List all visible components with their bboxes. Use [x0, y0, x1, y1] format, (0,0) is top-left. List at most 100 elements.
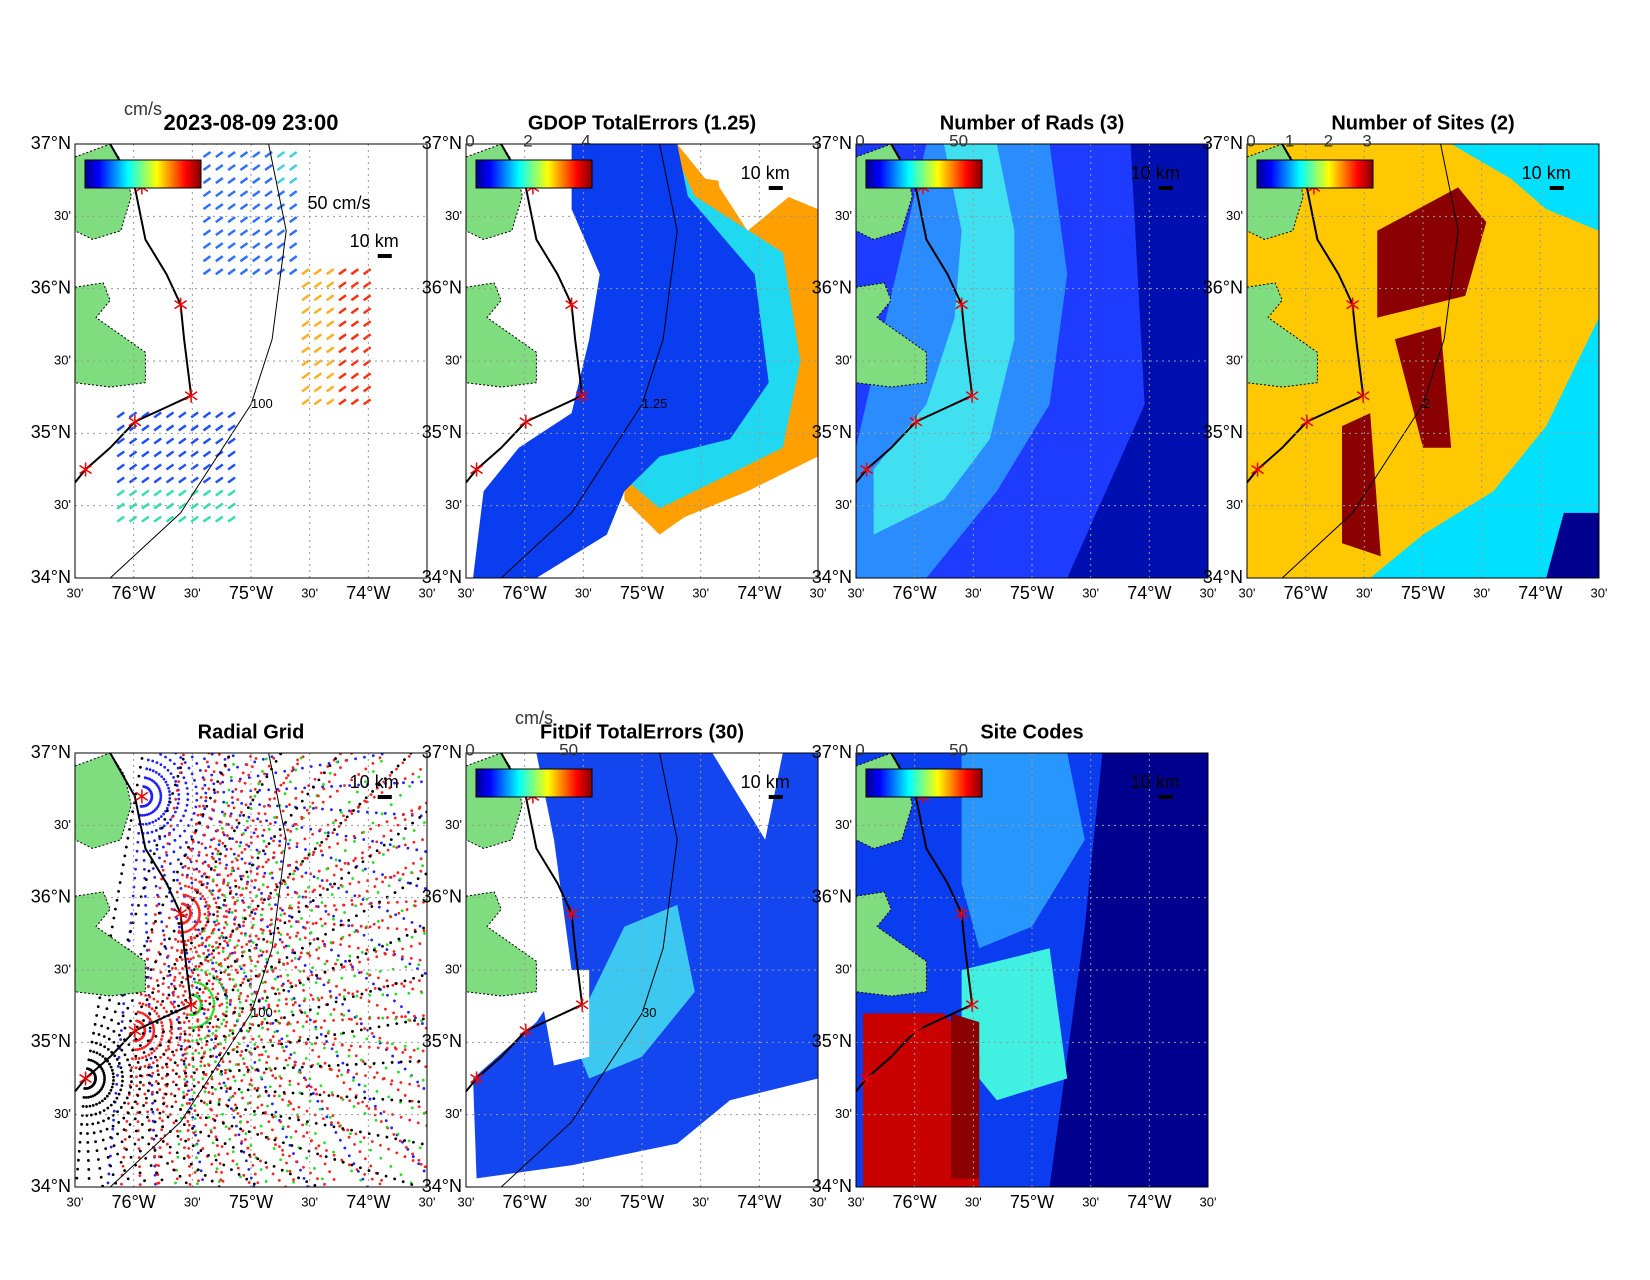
grid-dot [286, 773, 290, 777]
grid-dot [204, 958, 207, 962]
grid-dot [264, 757, 268, 761]
grid-dot [250, 992, 254, 996]
grid-dot [316, 996, 320, 1000]
grid-dot [343, 861, 347, 865]
grid-dot [136, 1120, 140, 1124]
grid-dot [253, 1043, 257, 1046]
grid-dot [187, 966, 191, 970]
grid-dot [263, 1085, 267, 1089]
grid-dot [304, 1056, 308, 1060]
grid-dot [301, 755, 305, 759]
grid-dot [378, 1182, 382, 1186]
grid-dot [113, 1054, 117, 1058]
grid-dot [421, 838, 424, 842]
current-arrow [116, 489, 125, 497]
grid-dot [408, 962, 412, 966]
grid-dot [263, 980, 267, 984]
grid-dot [328, 882, 332, 886]
grid-dot [194, 785, 198, 789]
grid-dot [148, 1081, 151, 1085]
grid-dot [231, 837, 234, 841]
grid-dot [201, 1023, 205, 1027]
grid-dot [230, 1124, 234, 1128]
grid-dot [140, 1123, 144, 1126]
grid-dot [350, 1169, 354, 1173]
grid-dot [303, 964, 307, 967]
grid-dot [322, 787, 326, 791]
grid-dot [392, 845, 396, 848]
grid-dot [243, 781, 247, 785]
grid-dot [172, 984, 176, 988]
grid-dot [305, 1041, 308, 1045]
grid-dot [110, 1018, 113, 1022]
grid-dot [310, 909, 314, 912]
grid-dot [195, 950, 198, 954]
current-arrow [215, 229, 224, 237]
grid-dot [423, 887, 427, 890]
grid-dot [157, 1164, 160, 1168]
grid-dot [293, 869, 297, 873]
grid-dot [137, 904, 140, 907]
grid-dot [218, 782, 222, 785]
current-arrow [202, 463, 212, 471]
current-arrow [128, 476, 138, 484]
grid-dot [403, 777, 407, 781]
grid-dot [405, 933, 409, 937]
grid-dot [200, 842, 204, 846]
grid-dot [158, 835, 161, 838]
grid-dot [117, 1056, 121, 1059]
grid-dot [344, 838, 348, 842]
grid-dot [207, 914, 210, 917]
grid-dot [199, 1169, 203, 1173]
grid-dot [205, 955, 209, 959]
grid-dot [216, 852, 220, 856]
map-panel: 37°N30'36°N30'35°N30'34°N30' 76°W 30' 75°W 3… [812, 721, 1217, 1211]
grid-dot [271, 1172, 275, 1176]
grid-dot [401, 947, 405, 951]
grid-dot [253, 886, 256, 890]
site-marker [174, 908, 188, 919]
grid-dot [244, 886, 248, 890]
grid-dot [150, 1137, 154, 1140]
grid-dot [394, 1047, 398, 1051]
grid-dot [239, 1127, 242, 1131]
grid-dot [290, 906, 294, 910]
current-arrow [338, 268, 347, 276]
grid-dot [240, 945, 244, 949]
grid-dot [177, 1142, 181, 1146]
grid-dot [179, 766, 182, 770]
grid-dot [122, 1002, 126, 1006]
grid-dot [103, 1078, 106, 1082]
grid-dot [166, 1072, 169, 1076]
grid-dot [365, 1037, 369, 1041]
grid-dot [226, 1104, 230, 1108]
grid-dot [247, 815, 251, 819]
current-arrow [202, 255, 212, 263]
grid-dot [245, 943, 249, 946]
grid-dot [288, 1169, 292, 1173]
grid-dot [171, 1080, 175, 1084]
grid-dot [175, 806, 179, 810]
grid-dot [186, 906, 190, 910]
grid-dot [180, 980, 184, 984]
grid-dot [397, 832, 400, 836]
y-tick-label: 30' [835, 961, 852, 976]
x-tick-label: 76°W [503, 1192, 547, 1212]
grid-dot [326, 1107, 329, 1110]
grid-dot [306, 1120, 309, 1124]
axes-frame [855, 143, 1209, 579]
grid-dot [277, 958, 281, 962]
grid-dot [234, 968, 238, 972]
grid-dot [288, 906, 291, 910]
grid-dot [271, 1035, 275, 1038]
grid-dot [370, 1031, 374, 1035]
grid-dot [149, 1065, 153, 1069]
grid-dot [388, 875, 392, 879]
grid-dot [286, 842, 290, 846]
grid-dot [377, 1016, 380, 1020]
grid-dot [349, 1132, 352, 1136]
grid-dot [412, 840, 416, 844]
grid-dot [363, 867, 367, 871]
grid-dot [201, 983, 205, 987]
